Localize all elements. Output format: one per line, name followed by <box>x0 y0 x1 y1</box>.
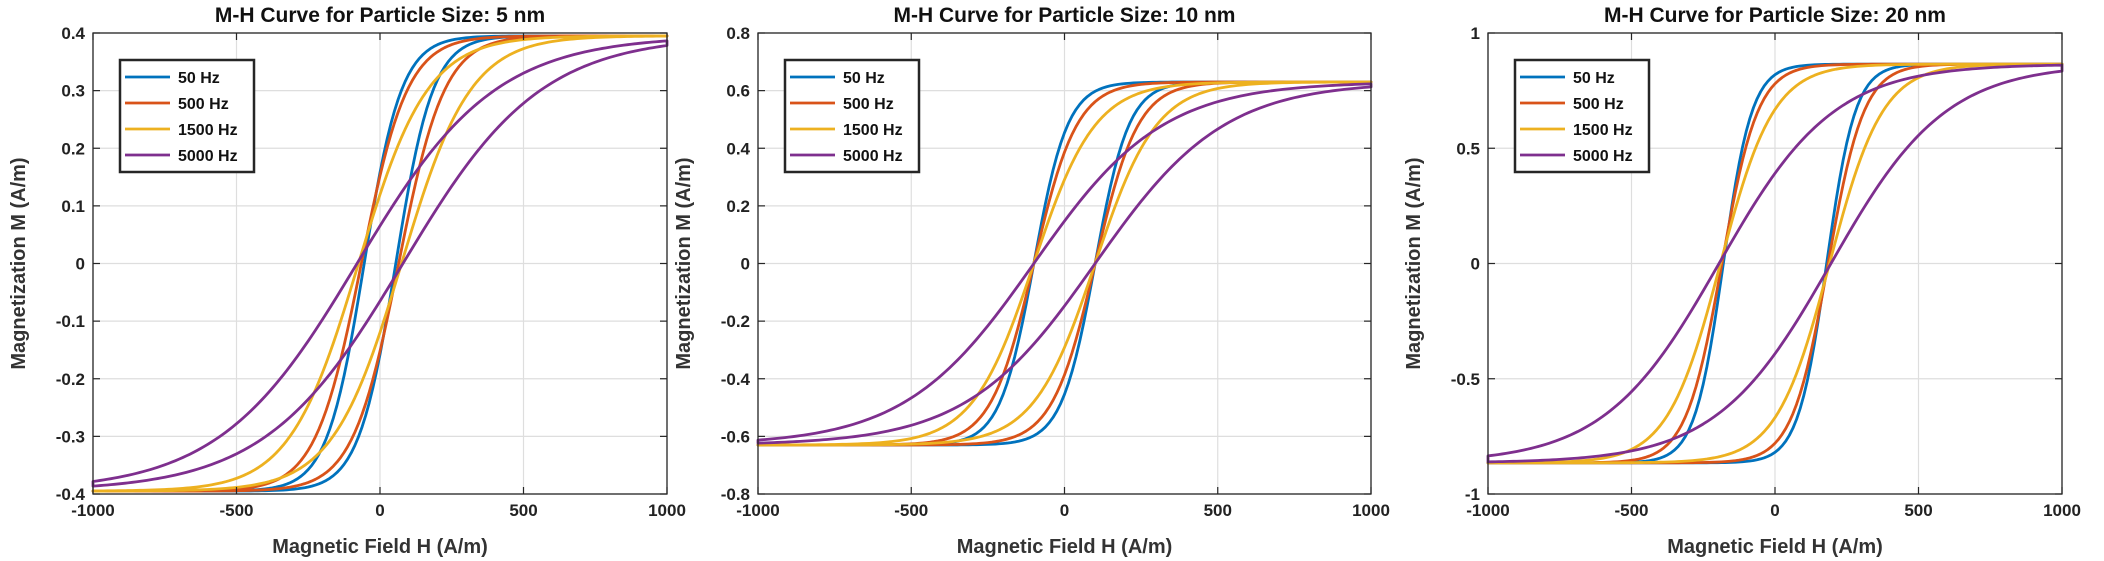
y-tick-label: 0.1 <box>61 197 85 216</box>
x-axis-label: Magnetic Field H (A/m) <box>1667 536 1883 558</box>
x-tick-label: 1000 <box>648 501 686 520</box>
y-tick-label: 0 <box>76 255 85 274</box>
legend-label: 50 Hz <box>1573 70 1615 87</box>
y-tick-label: 0.5 <box>1456 139 1480 158</box>
y-tick-label: 0.3 <box>61 82 85 101</box>
y-tick-label: 1 <box>1471 24 1480 43</box>
legend-label: 5000 Hz <box>1573 148 1633 165</box>
x-tick-label: -1000 <box>1466 501 1509 520</box>
y-tick-label: -0.6 <box>721 427 750 446</box>
chart-panel-2: -1000 -500 0 500 1000 -0.8 -0.6 -0.4 -0.2 0 0.2 0.4… <box>673 4 1390 558</box>
x-tick-label: 500 <box>1204 501 1232 520</box>
x-tick-label: 1000 <box>2043 501 2081 520</box>
x-tick-label: 500 <box>1904 501 1932 520</box>
x-tick-label: 0 <box>1060 501 1069 520</box>
y-tick-label: 0 <box>741 255 750 274</box>
x-tick-label: -500 <box>219 501 253 520</box>
y-tick-label: -0.3 <box>56 427 85 446</box>
y-axis-label: Magnetization M (A/m) <box>673 157 695 369</box>
y-tick-label: 0.6 <box>726 82 750 101</box>
legend-label: 5000 Hz <box>843 148 903 165</box>
chart-panel-1: -1000 -500 0 500 1000 -0.4 -0.3 -0.2 -0.1 0 0.1 0.2… <box>8 4 686 558</box>
y-tick-label: -0.2 <box>721 312 750 331</box>
legend: 50 Hz 500 Hz 1500 Hz 5000 Hz <box>1513 58 1651 174</box>
x-tick-label: 0 <box>375 501 384 520</box>
x-tick-label: -1000 <box>736 501 779 520</box>
legend-label: 50 Hz <box>178 70 220 87</box>
y-tick-label: 0 <box>1471 255 1480 274</box>
y-tick-label: -1 <box>1465 485 1480 504</box>
legend-label: 500 Hz <box>1573 96 1624 113</box>
y-tick-label: -0.1 <box>56 312 85 331</box>
x-tick-label: 0 <box>1770 501 1779 520</box>
x-axis-label: Magnetic Field H (A/m) <box>957 536 1173 558</box>
x-tick-label: 1000 <box>1352 501 1390 520</box>
y-tick-label: -0.8 <box>721 485 750 504</box>
x-tick-label: -1000 <box>71 501 114 520</box>
y-tick-label: -0.4 <box>721 370 751 389</box>
legend-label: 1500 Hz <box>843 122 903 139</box>
x-axis-label: Magnetic Field H (A/m) <box>272 536 488 558</box>
legend-label: 500 Hz <box>843 96 894 113</box>
chart-title: M-H Curve for Particle Size: 20 nm <box>1604 4 1946 27</box>
legend-box <box>783 58 921 174</box>
y-tick-label: 0.2 <box>61 139 85 158</box>
legend-label: 1500 Hz <box>178 122 238 139</box>
legend-label: 5000 Hz <box>178 148 238 165</box>
y-tick-label: 0.2 <box>726 197 750 216</box>
x-tick-label: -500 <box>894 501 928 520</box>
y-tick-label: -0.2 <box>56 370 85 389</box>
y-axis-label: Magnetization M (A/m) <box>8 157 30 369</box>
legend-label: 50 Hz <box>843 70 885 87</box>
y-tick-label: 0.4 <box>726 139 750 158</box>
y-tick-label: -0.5 <box>1451 370 1480 389</box>
legend-label: 1500 Hz <box>1573 122 1633 139</box>
x-tick-label: -500 <box>1614 501 1648 520</box>
legend-label: 500 Hz <box>178 96 229 113</box>
legend: 50 Hz 500 Hz 1500 Hz 5000 Hz <box>118 58 256 174</box>
y-tick-label: 0.4 <box>61 24 85 43</box>
y-tick-label: 0.8 <box>726 24 750 43</box>
y-axis-label: Magnetization M (A/m) <box>1403 157 1425 369</box>
legend: 50 Hz 500 Hz 1500 Hz 5000 Hz <box>783 58 921 174</box>
chart-panel-3: -1000 -500 0 500 1000 -1 -0.5 0 0.5 1 M-H Curve fo… <box>1403 4 2081 558</box>
y-tick-label: -0.4 <box>56 485 86 504</box>
x-tick-label: 500 <box>509 501 537 520</box>
legend-box <box>1513 58 1651 174</box>
chart-title: M-H Curve for Particle Size: 10 nm <box>894 4 1236 27</box>
legend-box <box>118 58 256 174</box>
chart-title: M-H Curve for Particle Size: 5 nm <box>215 4 545 27</box>
